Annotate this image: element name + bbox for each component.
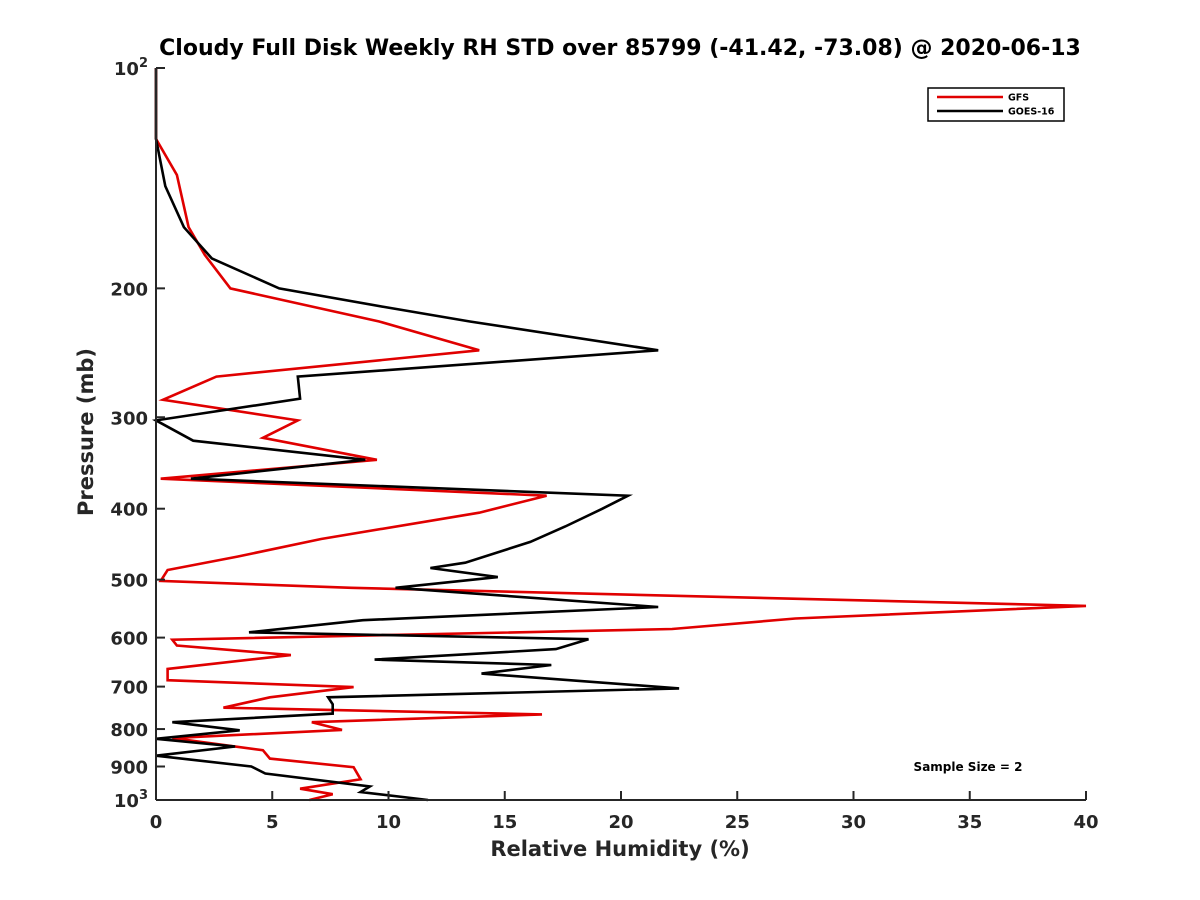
y-tick-label: 900 <box>110 758 148 779</box>
x-axis-label: Relative Humidity (%) <box>490 837 749 861</box>
y-tick-label: 800 <box>110 720 148 741</box>
x-tick-label: 25 <box>725 812 750 833</box>
y-tick-label: 102 <box>114 56 148 80</box>
chart-title: Cloudy Full Disk Weekly RH STD over 8579… <box>159 36 1081 61</box>
x-tick-label: 40 <box>1073 812 1098 833</box>
y-tick-label: 700 <box>110 678 148 699</box>
x-tick-label: 20 <box>608 812 633 833</box>
y-tick-label: 103 <box>114 788 148 812</box>
y-tick-label: 500 <box>110 571 148 592</box>
legend-box <box>927 87 1065 122</box>
x-tick-label: 10 <box>376 812 401 833</box>
x-tick-label: 30 <box>841 812 866 833</box>
x-tick-label: 15 <box>492 812 517 833</box>
y-tick-label: 300 <box>110 408 148 429</box>
axes-layer: 0 5 10 15 20 25 30 35 40 102 200 300 400 500 600 700 800… <box>110 56 1098 833</box>
sample-size-annotation: Sample Size = 2 <box>914 760 1023 774</box>
series-layer <box>151 68 1087 802</box>
x-tick-label: 0 <box>150 812 163 833</box>
y-tick-label: 600 <box>110 629 148 650</box>
series-line-goes-16 <box>151 68 680 802</box>
y-tick-label: 200 <box>110 279 148 300</box>
y-axis-label: Pressure (mb) <box>74 348 98 516</box>
x-tick-label: 35 <box>957 812 982 833</box>
legend: GFS GOES-16 <box>927 87 1065 122</box>
x-tick-label: 5 <box>266 812 279 833</box>
y-tick-label: 400 <box>110 500 148 521</box>
legend-label-goes-16: GOES-16 <box>1008 107 1055 118</box>
legend-label-gfs: GFS <box>1008 93 1029 104</box>
